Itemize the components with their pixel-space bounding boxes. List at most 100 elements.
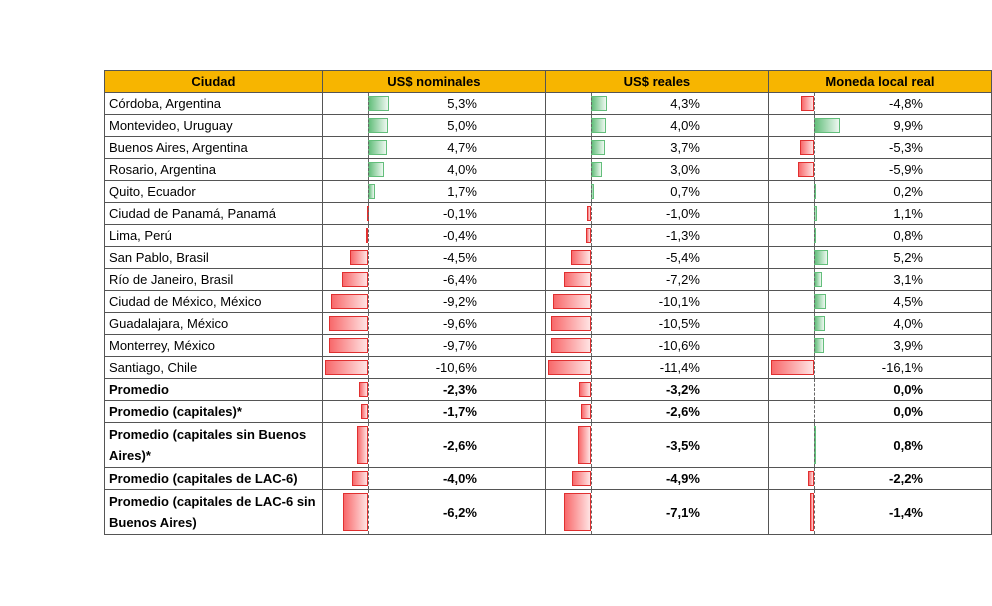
city-cell: Ciudad de Panamá, Panamá — [104, 202, 323, 225]
zero-line — [367, 335, 369, 356]
value-cell: -1,0% — [544, 202, 769, 225]
data-bar — [578, 382, 591, 397]
zero-line — [813, 247, 815, 268]
value-cell: 3,7% — [544, 136, 769, 159]
city-cell: Promedio (capitales sin Buenos Aires)* — [104, 422, 323, 468]
value-cell: 3,1% — [767, 268, 992, 291]
value-cell: -3,2% — [544, 378, 769, 401]
value-label: 4,0% — [893, 316, 923, 331]
city-cell: Promedio (capitales de LAC-6) — [104, 467, 323, 490]
value-label: -9,2% — [442, 294, 477, 309]
data-bar — [577, 426, 591, 464]
data-bar — [570, 250, 591, 265]
data-bar — [358, 382, 368, 397]
value-label: -7,2% — [665, 272, 700, 287]
data-bar — [360, 404, 368, 419]
value-label: -2,6% — [442, 437, 477, 453]
value-cell: -5,3% — [767, 136, 992, 159]
zero-line — [367, 159, 369, 180]
data-bar — [590, 140, 605, 155]
data-bar — [367, 162, 385, 177]
zero-line — [367, 181, 369, 202]
zero-line — [813, 269, 815, 290]
data-bar — [563, 272, 591, 287]
value-cell: -1,7% — [321, 400, 546, 423]
data-bar — [813, 294, 826, 309]
value-label: 4,0% — [670, 118, 700, 133]
city-cell: Lima, Perú — [104, 224, 323, 247]
zero-line — [590, 423, 592, 467]
data-bar — [799, 140, 814, 155]
data-bar — [813, 338, 825, 353]
value-label: -4,8% — [889, 96, 923, 111]
zero-line — [367, 247, 369, 268]
value-cell: 0,8% — [767, 224, 992, 247]
data-bar — [551, 316, 591, 331]
zero-line — [590, 379, 592, 400]
zero-line — [813, 159, 815, 180]
data-bar — [581, 404, 591, 419]
table-row: Promedio (capitales)* -1,7% -2,6% 0,0% — [104, 400, 992, 423]
value-cell: -2,2% — [767, 467, 992, 490]
value-label: -0,4% — [442, 228, 477, 243]
zero-line — [813, 291, 815, 312]
value-label: 5,2% — [893, 250, 923, 265]
zero-line — [813, 203, 815, 224]
data-bar — [330, 294, 368, 309]
value-cell: -9,7% — [321, 334, 546, 357]
value-label: -7,1% — [665, 504, 700, 520]
data-bar — [813, 272, 823, 287]
table-row: Ciudad de México, México -9,2% -10,1% 4,5% — [104, 290, 992, 313]
value-cell: -5,4% — [544, 246, 769, 269]
zero-line — [367, 203, 369, 224]
zero-line — [813, 490, 815, 534]
zero-line — [367, 423, 369, 467]
value-label: -6,4% — [442, 272, 477, 287]
value-cell: -2,3% — [321, 378, 546, 401]
zero-line — [367, 291, 369, 312]
value-cell: -4,9% — [544, 467, 769, 490]
data-bar — [813, 316, 825, 331]
zero-line — [813, 468, 815, 489]
value-label: -11,4% — [659, 360, 700, 375]
value-label: -10,6% — [435, 360, 477, 375]
table-row: Monterrey, México -9,7% -10,6% 3,9% — [104, 334, 992, 357]
value-label: 3,1% — [893, 272, 923, 287]
value-label: -10,5% — [658, 316, 700, 331]
zero-line — [813, 335, 815, 356]
zero-line — [367, 225, 369, 246]
value-cell: 3,9% — [767, 334, 992, 357]
value-label: -1,7% — [442, 404, 477, 419]
value-cell: -4,5% — [321, 246, 546, 269]
table-row: Rosario, Argentina 4,0% 3,0% -5,9% — [104, 158, 992, 181]
data-bar — [810, 493, 814, 531]
city-cell: Monterrey, México — [104, 334, 323, 357]
table-body: Córdoba, Argentina 5,3% 4,3% -4,8% Montevide… — [104, 92, 992, 535]
value-label: -0,1% — [442, 206, 477, 221]
value-label: 3,7% — [670, 140, 700, 155]
value-label: -4,9% — [665, 471, 700, 486]
zero-line — [813, 225, 815, 246]
zero-line — [590, 291, 592, 312]
value-cell: -16,1% — [767, 356, 992, 379]
zero-line — [590, 115, 592, 136]
value-cell: -10,5% — [544, 312, 769, 335]
value-label: -16,1% — [881, 360, 923, 375]
value-cell: -7,2% — [544, 268, 769, 291]
table-row: Ciudad de Panamá, Panamá -0,1% -1,0% 1,1% — [104, 202, 992, 225]
value-label: -1,4% — [889, 504, 923, 520]
zero-line — [590, 490, 592, 534]
value-label: -2,6% — [665, 404, 700, 419]
city-cell: San Pablo, Brasil — [104, 246, 323, 269]
value-label: -3,2% — [665, 382, 700, 397]
zero-line — [367, 313, 369, 334]
zero-line — [367, 379, 369, 400]
city-cell: Promedio (capitales)* — [104, 400, 323, 423]
value-label: 3,0% — [670, 162, 700, 177]
value-label: 0,8% — [893, 228, 923, 243]
zero-line — [813, 401, 815, 422]
zero-line — [813, 313, 815, 334]
data-bar — [342, 493, 368, 531]
value-label: -3,5% — [665, 437, 700, 453]
value-cell: -7,1% — [544, 489, 769, 535]
